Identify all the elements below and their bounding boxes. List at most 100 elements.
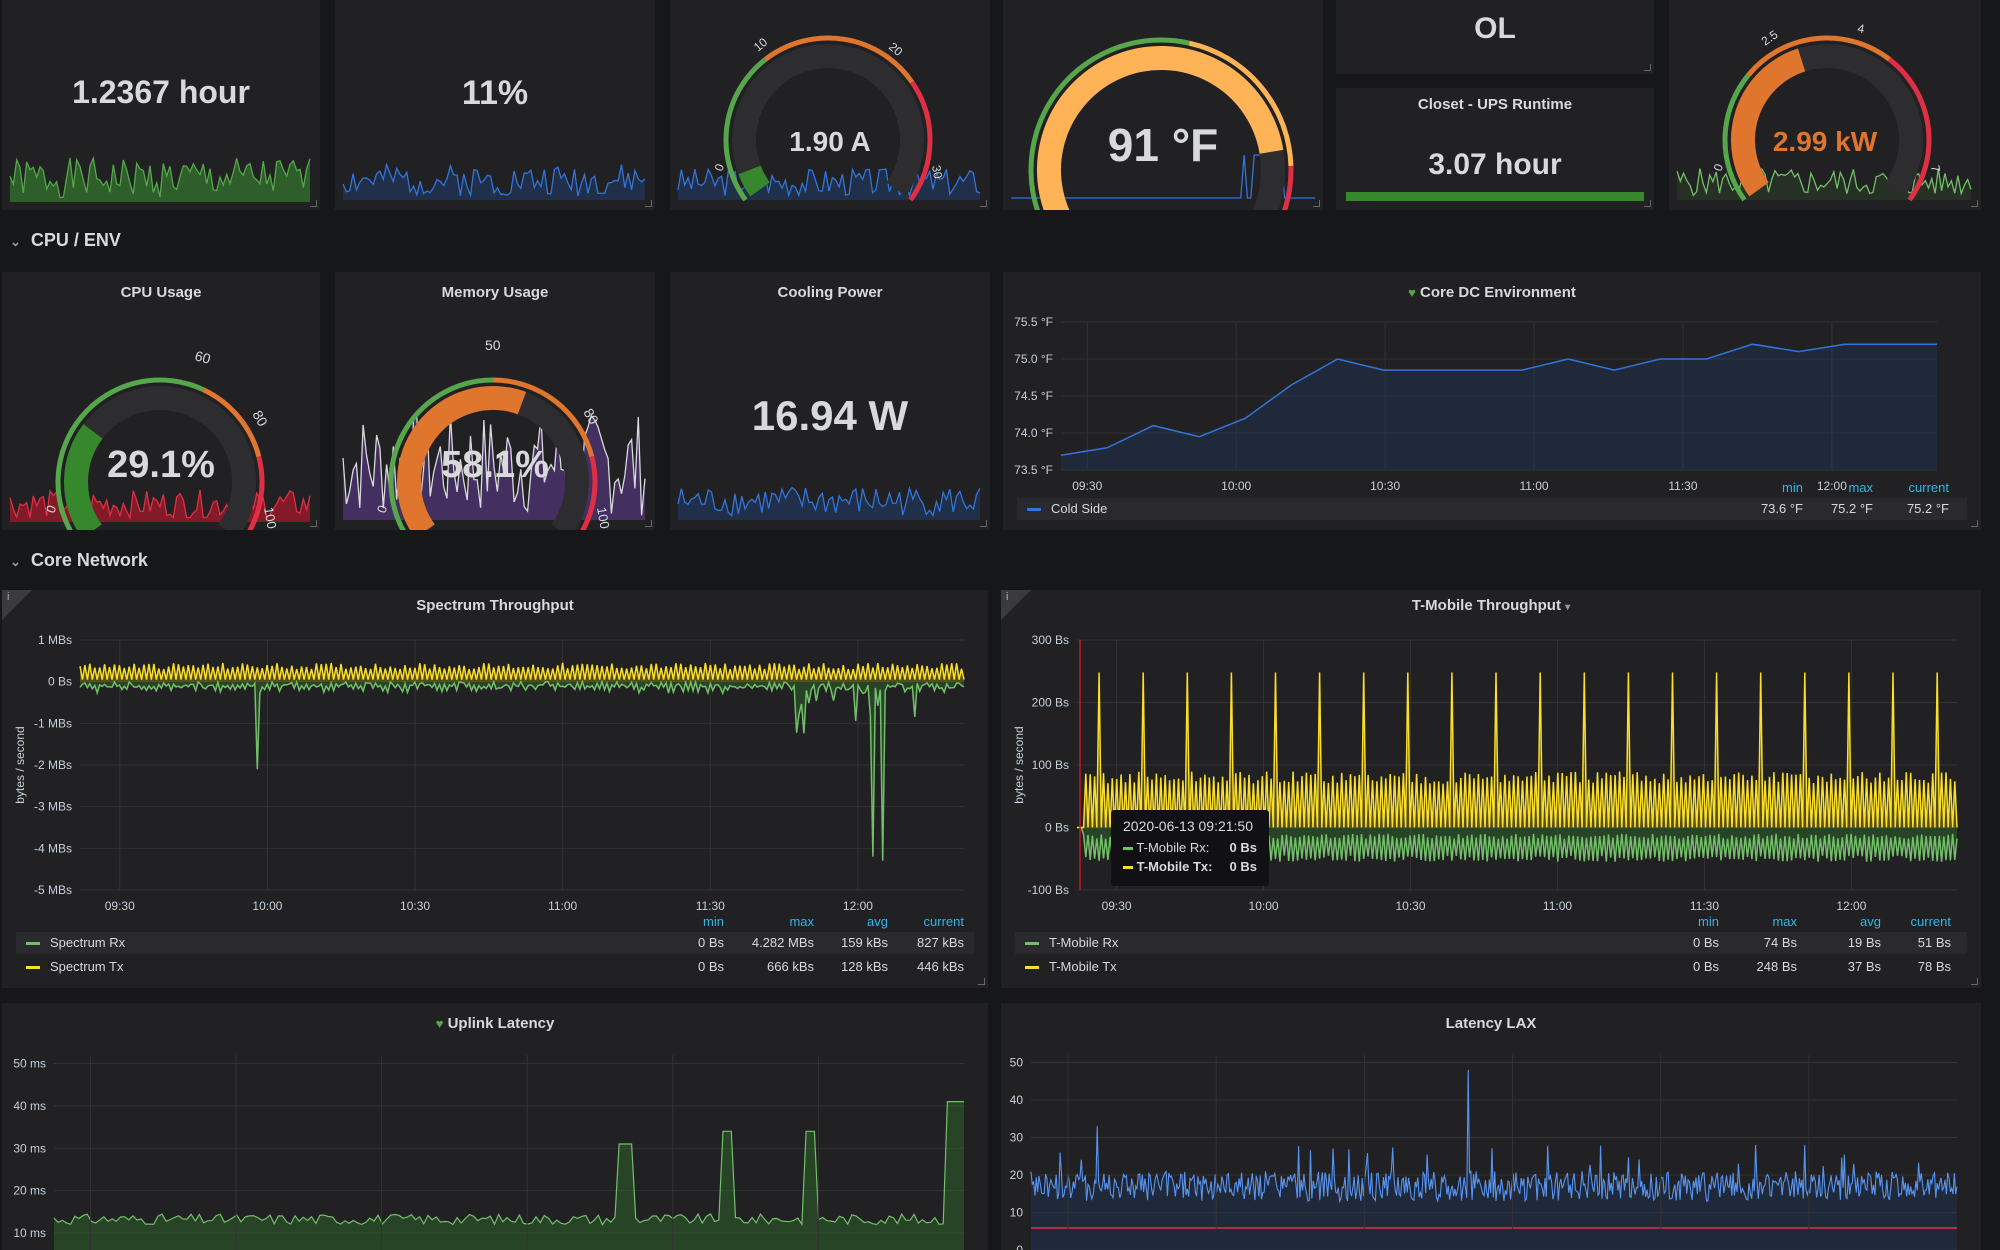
tooltip-rx-value: 0 Bs <box>1229 840 1257 855</box>
uptime-panel[interactable]: 1.2367 hour <box>2 0 320 210</box>
series-line-0 <box>1030 1069 1958 1204</box>
y-tick-label: 1 MBs <box>38 633 72 647</box>
core-dc-panel[interactable]: ♥ Core DC Environment 73.5 °F 74.0 °F 74.5… <box>1003 272 1981 530</box>
y-tick-label: 30 <box>1010 1131 1024 1145</box>
row-cpu-env[interactable]: ⌄ CPU / ENV <box>10 230 121 251</box>
chevron-down-icon: ⌄ <box>10 554 21 569</box>
tmobile-rx-min: 0 Bs <box>1692 935 1719 950</box>
kw-gauge: 0 2.5 4 7 <box>1676 21 1972 202</box>
y-tick-label: -100 Bs <box>1028 883 1069 897</box>
spectrum-panel[interactable]: i Spectrum Throughput 1 MBs 0 Bs -1 MBs -2 … <box>2 590 988 988</box>
tmobile-panel[interactable]: i T-Mobile Throughput ▾ 300 Bs 200 Bs 100 … <box>1001 590 1981 988</box>
ups-status-value: OL <box>1474 12 1516 45</box>
gauge-threshold-band <box>1028 37 1190 210</box>
gauge-threshold-band <box>1887 57 1932 202</box>
x-tick-label: 11:00 <box>1543 899 1572 913</box>
spectrum-rx-min: 0 Bs <box>697 935 724 950</box>
percent-panel[interactable]: 11% <box>335 0 655 210</box>
tmobile-legend-tx[interactable]: T-Mobile Tx 0 Bs 248 Bs 37 Bs 78 Bs <box>1015 956 1967 978</box>
y-tick-label: 50 <box>1010 1056 1024 1070</box>
x-tick-label: 10:00 <box>1221 479 1251 493</box>
tooltip-tx-label: T-Mobile Tx: <box>1136 859 1213 874</box>
y-tick-label: 74.5 °F <box>1014 389 1053 403</box>
current-amps-panel[interactable]: 0 10 20 30 1.90 A <box>670 0 990 210</box>
gauge-threshold-band <box>1188 40 1294 166</box>
tmobile-rx-max: 74 Bs <box>1763 935 1797 950</box>
tmobile-legend-max-header: max <box>1772 914 1797 929</box>
y-axis-label: bytes / second <box>13 726 27 803</box>
x-tick-label: 11:30 <box>1690 899 1719 913</box>
amps-value: 1.90 A <box>789 126 871 157</box>
latency-lax-panel[interactable]: Latency LAX 50 40 30 20 10 0 <box>1001 1003 1981 1250</box>
cold-side-swatch <box>1027 508 1041 511</box>
y-tick-label: 300 Bs <box>1032 633 1069 647</box>
tmobile-legend-current-header: current <box>1910 914 1951 929</box>
uptime-value: 1.2367 hour <box>72 74 250 110</box>
dc-legend-cold-side[interactable]: Cold Side 73.6 °F 75.2 °F 75.2 °F <box>1017 498 1967 520</box>
spectrum-title: Spectrum Throughput <box>416 597 574 614</box>
mem-tick-100: 100 <box>594 506 613 530</box>
gauge-fill <box>738 165 770 197</box>
row-core-network[interactable]: ⌄ Core Network <box>10 550 148 571</box>
memory-usage-panel[interactable]: Memory Usage 0 50 80 100 58.1% <box>335 272 655 530</box>
gauge-threshold-band <box>1722 73 1751 202</box>
uplink-latency-chart: 50 ms 40 ms 30 ms 20 ms 10 ms <box>13 1055 964 1250</box>
ups-runtime-bar-track <box>1346 192 1644 201</box>
tmobile-legend-rx[interactable]: T-Mobile Rx 0 Bs 74 Bs 19 Bs 51 Bs <box>1015 932 1967 954</box>
tmobile-rx-current: 51 Bs <box>1917 935 1951 950</box>
ups-runtime-value: 3.07 hour <box>1428 148 1562 181</box>
tooltip-tx-swatch <box>1123 866 1133 870</box>
tmobile-tx-name: T-Mobile Tx <box>1049 959 1117 974</box>
cpu-usage-panel[interactable]: CPU Usage 0 60 80 100 29.1% <box>2 272 320 530</box>
sparkline-area <box>10 158 310 202</box>
power-kw-panel[interactable]: 0 2.5 4 7 2.99 kW <box>1669 0 1981 210</box>
amps-tick-0: 0 <box>712 162 728 173</box>
row-cpu-env-label: CPU / ENV <box>30 230 121 250</box>
chevron-down-icon: ⌄ <box>10 234 21 249</box>
y-tick-label: 75.5 °F <box>1014 315 1053 329</box>
series-area-0 <box>54 1101 964 1250</box>
spectrum-legend-current-header: current <box>923 914 964 929</box>
series-area-0 <box>80 681 964 861</box>
ups-status-panel[interactable]: OL <box>1336 0 1654 74</box>
tmobile-tx-avg: 37 Bs <box>1847 959 1881 974</box>
caret-down-icon[interactable]: ▾ <box>1565 602 1571 613</box>
cpu-tick-100: 100 <box>261 506 280 530</box>
series-line-0 <box>1060 343 1937 456</box>
tmobile-title[interactable]: T-Mobile Throughput <box>1411 597 1561 614</box>
y-tick-label: 50 ms <box>13 1056 46 1070</box>
percent-sparkline <box>342 162 646 200</box>
y-tick-label: -5 MBs <box>34 883 72 897</box>
memory-usage-title: Memory Usage <box>441 284 549 301</box>
amps-tick-10: 10 <box>751 35 770 55</box>
spectrum-legend-avg-header: avg <box>867 914 888 929</box>
tooltip-rx: T-Mobile Rx: 0 Bs <box>1123 840 1257 859</box>
spectrum-legend-max-header: max <box>789 914 814 929</box>
y-tick-label: 20 <box>1010 1168 1024 1182</box>
latency-lax-title: Latency LAX <box>1445 1015 1537 1032</box>
x-tick-label: 12:00 <box>1836 899 1866 913</box>
x-tick-label: 11:30 <box>1668 479 1697 493</box>
mem-tick-0: 0 <box>374 503 391 515</box>
cpu-usage-title: CPU Usage <box>120 284 202 301</box>
spectrum-legend-tx[interactable]: Spectrum Tx 0 Bs 666 kBs 128 kBs 446 kBs <box>16 956 974 978</box>
ups-runtime-panel[interactable]: Closet - UPS Runtime 3.07 hour <box>1336 88 1654 210</box>
memory-usage-value: 58.1% <box>441 444 549 486</box>
y-tick-label: 73.5 °F <box>1014 463 1053 477</box>
temperature-panel[interactable]: 91 °F <box>1003 0 1323 210</box>
cold-side-max: 75.2 °F <box>1830 501 1873 516</box>
x-tick-label: 12:00 <box>1817 479 1847 493</box>
gauge-fill <box>397 386 527 530</box>
ups-runtime-bar <box>1346 192 1644 201</box>
info-icon[interactable]: i <box>1001 590 1031 620</box>
spectrum-tx-name: Spectrum Tx <box>50 959 124 974</box>
spectrum-tx-min: 0 Bs <box>697 959 724 974</box>
spectrum-legend-rx[interactable]: Spectrum Rx 0 Bs 4.282 MBs 159 kBs 827 k… <box>16 932 974 954</box>
info-icon[interactable]: i <box>2 590 32 620</box>
latency-lax-chart: 50 40 30 20 10 0 <box>1010 1055 1958 1250</box>
gauge-threshold-band <box>723 57 768 202</box>
gauge-threshold-band <box>1746 35 1892 77</box>
x-tick-label: 09:30 <box>105 899 135 913</box>
uplink-latency-panel[interactable]: ♥ Uplink Latency 50 ms 40 ms 30 ms 20 ms 10 … <box>2 1003 988 1250</box>
cooling-power-panel[interactable]: Cooling Power 16.94 W <box>670 272 990 530</box>
